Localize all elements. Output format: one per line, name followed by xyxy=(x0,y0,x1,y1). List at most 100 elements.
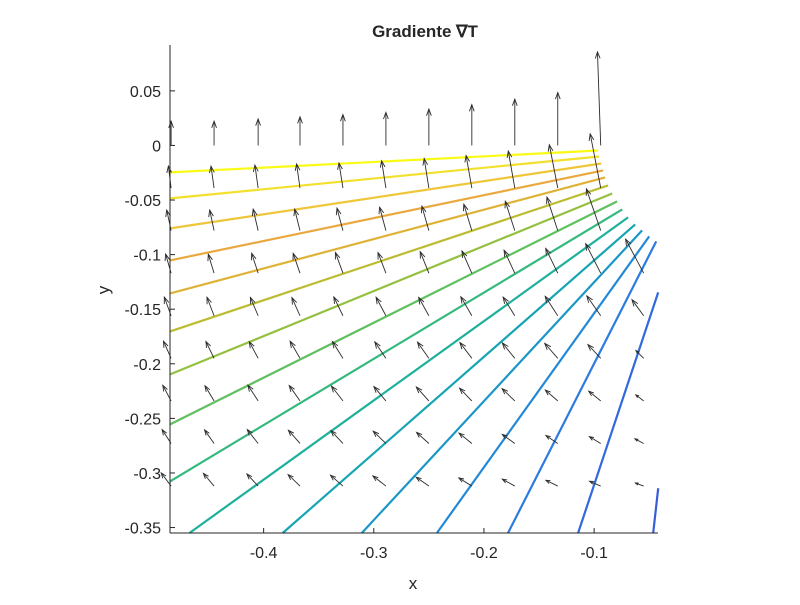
arrow-head xyxy=(202,472,209,479)
quiver-arrow xyxy=(208,208,215,231)
quiver-arrow xyxy=(250,252,259,274)
arrow-head xyxy=(255,117,261,126)
quiver-arrow xyxy=(502,295,516,316)
quiver-arrow xyxy=(544,479,558,487)
x-tick-label: -0.1 xyxy=(580,545,608,562)
arrow-head xyxy=(287,473,294,480)
arrow-shaft xyxy=(635,350,644,359)
contour-line-11 xyxy=(360,229,643,534)
arrow-shaft xyxy=(463,204,473,231)
quiver-arrow xyxy=(206,295,215,316)
arrow-head xyxy=(459,341,466,350)
arrow-head xyxy=(330,429,337,437)
arrow-head xyxy=(415,431,423,438)
quiver-arrow xyxy=(333,295,344,316)
quiver-arrow xyxy=(459,341,473,359)
quiver-arrow xyxy=(634,482,644,487)
arrow-head xyxy=(544,434,551,440)
quiver-arrow xyxy=(202,472,215,487)
arrow-shaft xyxy=(254,165,259,189)
quiver-arrows xyxy=(160,50,645,487)
arrow-head xyxy=(506,149,513,159)
arrow-shaft xyxy=(419,251,430,274)
quiver-arrow xyxy=(631,298,645,317)
arrow-shaft xyxy=(544,389,559,402)
arrow-head xyxy=(415,476,422,482)
arrow-head xyxy=(554,91,561,100)
contour-line-8 xyxy=(169,208,623,483)
quiver-arrow xyxy=(373,385,387,402)
arrow-head xyxy=(337,161,343,170)
quiver-arrow xyxy=(464,154,473,189)
arrow-head xyxy=(163,295,170,305)
quiver-arrow xyxy=(585,242,602,274)
y-tick-label: -0.15 xyxy=(125,302,162,319)
quiver-arrow xyxy=(415,476,430,487)
quiver-arrow xyxy=(462,203,473,231)
contour-line-2 xyxy=(169,162,602,230)
contour-line-10 xyxy=(281,223,636,534)
arrow-shaft xyxy=(635,482,644,487)
arrow-head xyxy=(588,480,594,485)
arrow-shaft xyxy=(589,133,602,189)
arrow-head xyxy=(373,385,380,393)
arrow-shaft xyxy=(248,341,259,359)
arrow-shaft xyxy=(548,144,559,189)
arrow-shaft xyxy=(458,432,473,444)
x-axis-label: x xyxy=(409,574,418,593)
arrow-head xyxy=(164,252,171,262)
arrow-shaft xyxy=(334,252,344,274)
quiver-arrow xyxy=(426,107,432,146)
quiver-arrow xyxy=(468,103,475,146)
contour-line-12 xyxy=(436,235,651,534)
arrow-shaft xyxy=(507,151,516,189)
quiver-arrow xyxy=(634,349,644,359)
quiver-arrow xyxy=(460,295,473,316)
arrow-shaft xyxy=(332,341,344,359)
arrow-head xyxy=(504,200,510,209)
quiver-arrow xyxy=(586,294,602,317)
arrow-head xyxy=(162,340,169,348)
arrow-shaft xyxy=(336,208,344,231)
quiver-arrow xyxy=(372,430,387,444)
y-axis-label: y xyxy=(94,285,113,294)
arrow-head xyxy=(503,248,510,258)
arrow-head xyxy=(631,298,639,307)
arrow-head xyxy=(501,341,509,350)
quiver-arrow xyxy=(340,113,346,146)
arrow-head xyxy=(330,385,338,393)
quiver-arrow xyxy=(594,50,602,146)
arrow-head xyxy=(501,478,508,484)
quiver-arrow xyxy=(252,163,259,189)
arrow-shaft xyxy=(338,162,344,189)
axes: -0.4 -0.3 -0.2 -0.1 0.05 0 -0.05 -0.1 -0.15 -0.2 -… xyxy=(125,45,658,562)
quiver-arrow xyxy=(504,200,516,231)
contour-line-7 xyxy=(169,200,618,426)
arrow-shaft xyxy=(204,385,215,402)
quiver-arrow xyxy=(415,431,430,444)
quiver-arrow xyxy=(378,205,387,231)
quiver-arrow xyxy=(204,384,215,402)
contour-line-9 xyxy=(188,216,629,534)
arrow-head xyxy=(165,208,171,218)
quiver-arrow xyxy=(255,117,261,146)
arrow-shaft xyxy=(247,384,259,402)
arrow-head xyxy=(461,249,468,259)
contour-lines xyxy=(169,149,660,534)
quiver-arrow xyxy=(247,384,259,402)
quiver-arrow xyxy=(288,384,301,402)
arrow-shaft xyxy=(415,476,430,487)
quiver-arrow xyxy=(511,97,518,146)
x-tick-label: -0.4 xyxy=(250,545,278,562)
quiver-arrow xyxy=(331,340,344,359)
arrow-head xyxy=(207,252,213,262)
arrow-head xyxy=(587,343,595,351)
quiver-arrow xyxy=(337,161,344,189)
quiver-arrow xyxy=(418,296,430,316)
quiver-arrow xyxy=(291,296,301,316)
quiver-arrow xyxy=(503,248,516,274)
quiver-arrow xyxy=(415,386,430,402)
arrow-head xyxy=(468,103,475,112)
y-tick-label: 0.05 xyxy=(130,84,161,101)
arrow-head xyxy=(208,208,214,218)
